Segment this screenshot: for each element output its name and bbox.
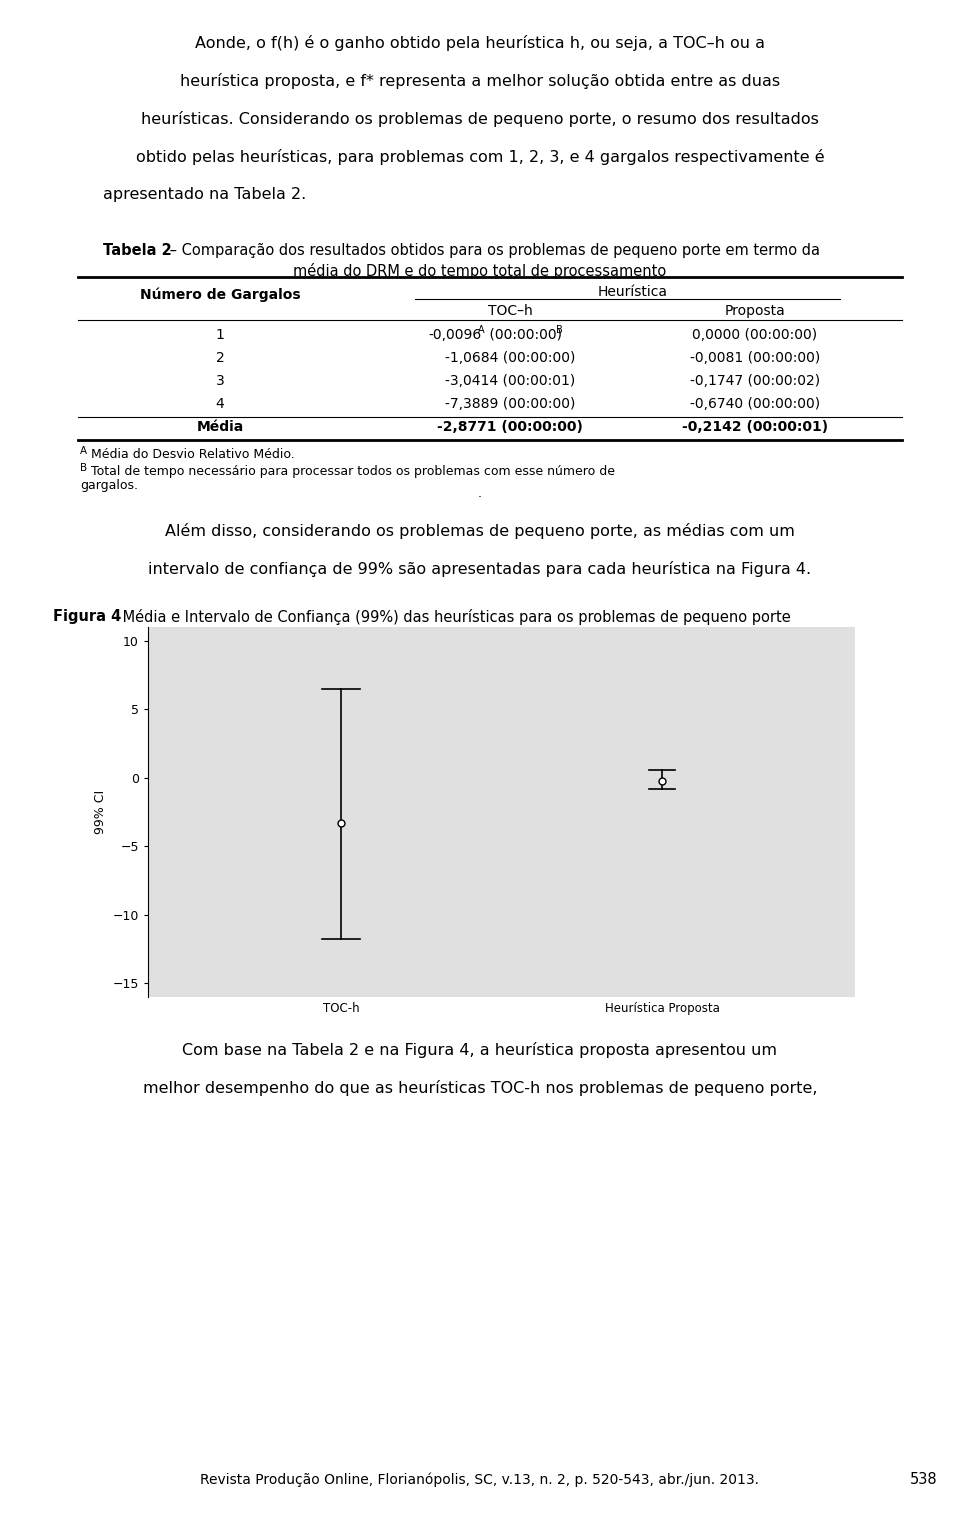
Text: heurísticas. Considerando os problemas de pequeno porte, o resumo dos resultados: heurísticas. Considerando os problemas d… (141, 111, 819, 127)
Text: Figura 4: Figura 4 (53, 609, 121, 624)
Text: Número de Gargalos: Número de Gargalos (140, 286, 300, 301)
Text: 0,0000 (00:00:00): 0,0000 (00:00:00) (692, 329, 818, 342)
Text: média do DRM e do tempo total de processamento: média do DRM e do tempo total de process… (294, 264, 666, 279)
Text: -3,0414 (00:00:01): -3,0414 (00:00:01) (444, 374, 575, 388)
Text: – Comparação dos resultados obtidos para os problemas de pequeno porte em termo : – Comparação dos resultados obtidos para… (165, 242, 820, 258)
Text: Com base na Tabela 2 e na Figura 4, a heurística proposta apresentou um: Com base na Tabela 2 e na Figura 4, a he… (182, 1042, 778, 1057)
Text: TOC–h: TOC–h (488, 305, 533, 318)
Text: melhor desempenho do que as heurísticas TOC-h nos problemas de pequeno porte,: melhor desempenho do que as heurísticas … (143, 1080, 817, 1095)
Text: -0,0096: -0,0096 (428, 329, 481, 342)
Text: intervalo de confiança de 99% são apresentadas para cada heurística na Figura 4.: intervalo de confiança de 99% são aprese… (149, 561, 811, 577)
Text: B: B (556, 326, 563, 335)
Text: -0,1747 (00:00:02): -0,1747 (00:00:02) (690, 374, 820, 388)
Text: Proposta: Proposta (725, 305, 785, 318)
Text: Total de tempo necessário para processar todos os problemas com esse número de: Total de tempo necessário para processar… (91, 465, 615, 479)
Text: -7,3889 (00:00:00): -7,3889 (00:00:00) (444, 397, 575, 411)
Text: apresentado na Tabela 2.: apresentado na Tabela 2. (103, 186, 306, 201)
Text: 4: 4 (216, 397, 225, 411)
Text: -0,2142 (00:00:01): -0,2142 (00:00:01) (682, 420, 828, 433)
Text: Heurística: Heurística (597, 285, 667, 298)
Text: A: A (80, 445, 87, 456)
Text: Tabela 2: Tabela 2 (103, 242, 172, 258)
Text: obtido pelas heurísticas, para problemas com 1, 2, 3, e 4 gargalos respectivamen: obtido pelas heurísticas, para problemas… (135, 148, 825, 165)
Text: 1: 1 (216, 329, 225, 342)
Text: Aonde, o f(h) é o ganho obtido pela heurística h, ou seja, a TOC–h ou a: Aonde, o f(h) é o ganho obtido pela heur… (195, 35, 765, 52)
Text: heurística proposta, e f* representa a melhor solução obtida entre as duas: heurística proposta, e f* representa a m… (180, 73, 780, 89)
Text: Revista Produção Online, Florianópolis, SC, v.13, n. 2, p. 520-543, abr./jun. 20: Revista Produção Online, Florianópolis, … (201, 1473, 759, 1488)
Text: gargalos.: gargalos. (80, 479, 138, 492)
Text: 2: 2 (216, 351, 225, 365)
Text: -2,8771 (00:00:00): -2,8771 (00:00:00) (437, 420, 583, 433)
Text: .: . (478, 486, 482, 500)
Text: (00:00:00): (00:00:00) (485, 329, 562, 342)
Text: - Média e Intervalo de Confiança (99%) das heurísticas para os problemas de pequ: - Média e Intervalo de Confiança (99%) d… (108, 609, 791, 626)
Text: B: B (80, 464, 87, 473)
Text: 3: 3 (216, 374, 225, 388)
Text: -1,0684 (00:00:00): -1,0684 (00:00:00) (444, 351, 575, 365)
Text: -0,0081 (00:00:00): -0,0081 (00:00:00) (690, 351, 820, 365)
Text: Média: Média (197, 420, 244, 433)
Text: 538: 538 (909, 1473, 937, 1488)
Text: -0,6740 (00:00:00): -0,6740 (00:00:00) (690, 397, 820, 411)
Text: Além disso, considerando os problemas de pequeno porte, as médias com um: Além disso, considerando os problemas de… (165, 523, 795, 539)
Y-axis label: 99% CI: 99% CI (94, 789, 108, 835)
Text: A: A (478, 326, 485, 335)
Text: Média do Desvio Relativo Médio.: Média do Desvio Relativo Médio. (91, 448, 295, 461)
